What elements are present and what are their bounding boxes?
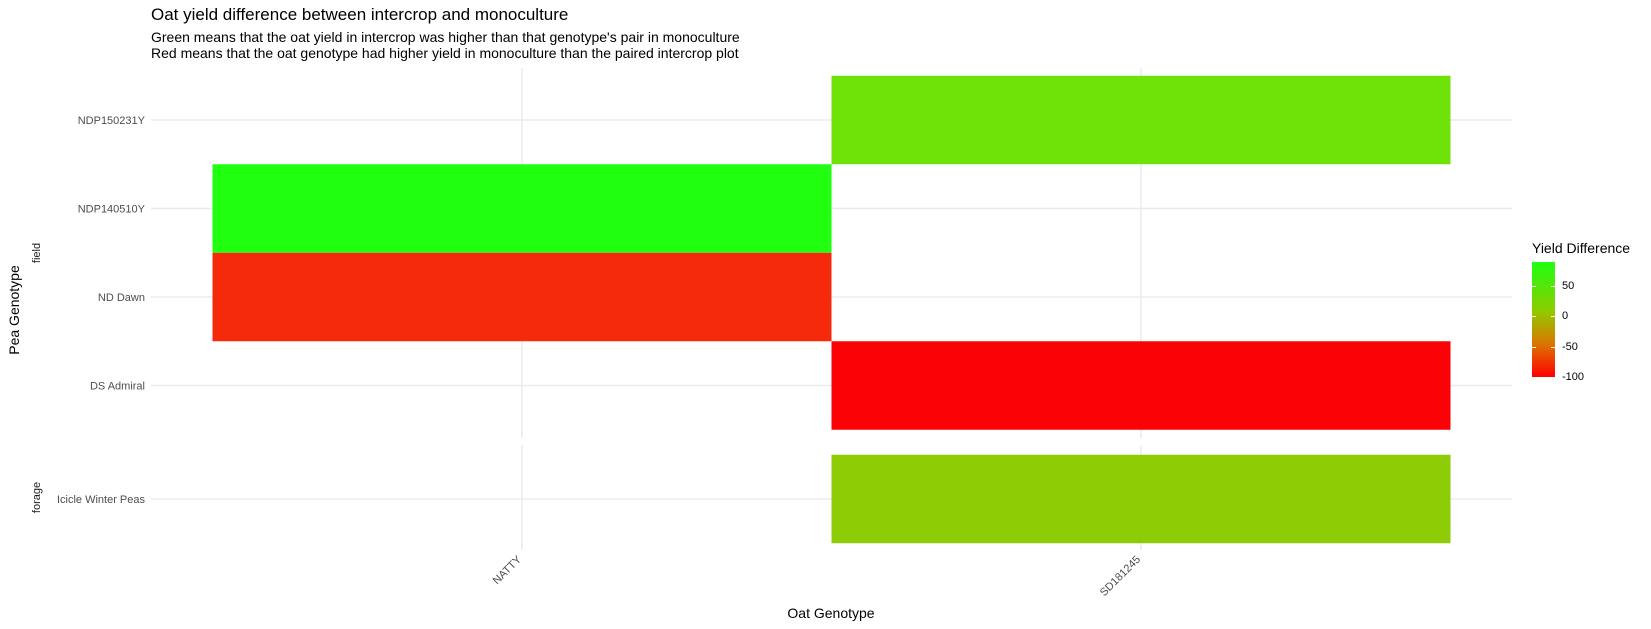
x-tick-label: SD181245 [1098, 554, 1143, 599]
legend-colorbar [1532, 262, 1555, 377]
legend-tick-mark [1551, 346, 1555, 348]
facet-strip-label: field [31, 243, 43, 263]
legend-tick-mark [1551, 286, 1555, 288]
y-tick-label: DS Admiral [90, 381, 145, 393]
heatmap-cell [212, 164, 832, 253]
legend-tick-mark [1532, 377, 1536, 378]
legend-tick-label: 0 [1562, 310, 1569, 323]
y-axis-title: Pea Genotype [6, 265, 22, 355]
legend-tick-mark [1551, 377, 1555, 378]
legend-tick-label: -50 [1562, 340, 1578, 353]
legend-tick-label: 50 [1562, 280, 1575, 293]
chart-subtitle-line-2: Red means that the oat genotype had high… [151, 45, 739, 61]
y-tick-label: NDP150231Y [78, 115, 146, 127]
heatmap-cell [831, 75, 1451, 165]
legend-title: Yield Difference [1532, 240, 1631, 256]
heatmap-cell [212, 252, 832, 342]
chart-subtitle-line-1: Green means that the oat yield in interc… [151, 29, 740, 45]
heatmap-cell [831, 341, 1451, 430]
y-tick-label: ND Dawn [98, 292, 145, 304]
x-axis-title: Oat Genotype [787, 605, 874, 621]
legend-tick-mark [1532, 316, 1536, 318]
legend-tick-mark [1532, 286, 1536, 288]
y-tick-label: NDP140510Y [78, 204, 146, 216]
x-tick-label: NATTY [491, 553, 525, 587]
legend-tick-label: -100 [1562, 371, 1585, 383]
legend-tick-mark [1532, 346, 1536, 348]
legend-tick-mark [1551, 316, 1555, 318]
y-tick-label: Icicle Winter Peas [57, 494, 146, 506]
facet-strip-label: forage [31, 482, 43, 513]
chart-title: Oat yield difference between intercrop a… [151, 5, 569, 24]
heatmap-cell [831, 454, 1451, 544]
